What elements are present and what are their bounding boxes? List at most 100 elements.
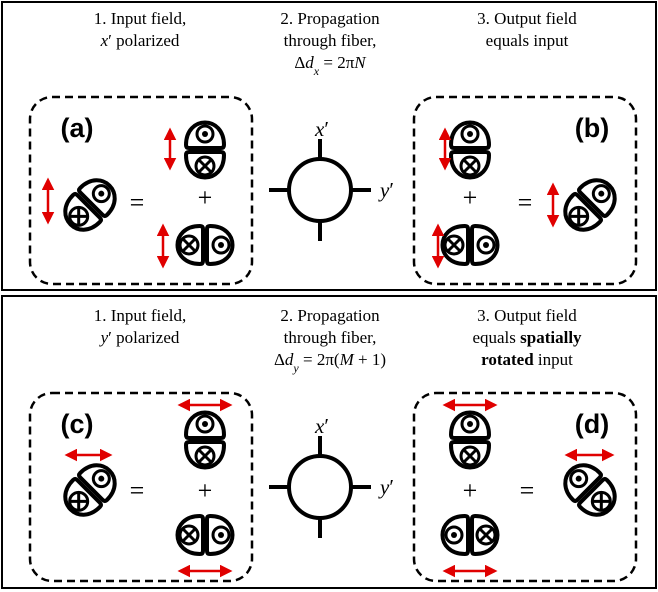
dot: [202, 421, 208, 427]
mode-pair: [178, 516, 233, 554]
text-line: y′: [378, 475, 394, 499]
text-segment: Δ: [294, 53, 305, 72]
fiber-axes: [269, 139, 371, 241]
lobe: [207, 516, 233, 554]
text-line: 3. Output field: [477, 9, 577, 28]
text-line: through fiber,: [284, 328, 377, 347]
dot: [467, 421, 473, 427]
text-segment: ′: [324, 414, 329, 438]
text-segment: 1. Input field,: [94, 306, 187, 325]
fiber-core: [289, 159, 351, 221]
text-line: x′: [314, 414, 329, 438]
text-line: 1. Input field,: [94, 9, 187, 28]
box-label: (d): [575, 409, 609, 439]
lobe: [178, 226, 204, 264]
operator: +: [463, 476, 478, 505]
mode-pair: [557, 457, 623, 523]
box-label: (c): [61, 409, 94, 439]
lobe: [451, 442, 489, 468]
lobe: [186, 152, 224, 178]
text-segment: 2. Propagation: [280, 9, 380, 28]
text-segment: y: [378, 475, 390, 499]
text-line: x′: [314, 117, 329, 141]
text-segment: Δ: [274, 350, 285, 369]
text-segment: + 1): [354, 350, 386, 369]
text-segment: 2. Propagation: [280, 306, 380, 325]
figure: 1. Input field, x′ polarized 2. Propagatio…: [0, 0, 658, 592]
operator: +: [198, 476, 213, 505]
box-label: (b): [575, 113, 609, 143]
dot: [202, 131, 208, 137]
text-line: y′: [378, 178, 394, 202]
text-segment: ′: [389, 475, 394, 499]
operator: =: [520, 476, 535, 505]
mode-pair: [57, 172, 123, 238]
operator: =: [130, 476, 145, 505]
text-segment: 3. Output field: [477, 9, 577, 28]
text-segment: N: [353, 53, 367, 72]
mode-pair: [451, 123, 489, 178]
lobe: [451, 152, 489, 178]
text-line: 3. Output field: [477, 306, 577, 325]
text-line: Δdy = 2π(M + 1): [274, 350, 386, 375]
text-line: rotated input: [481, 350, 573, 369]
lobe: [178, 516, 204, 554]
text-segment: input: [534, 350, 573, 369]
mode-pair: [443, 226, 498, 264]
text-line: x′ polarized: [100, 31, 180, 50]
lobe: [472, 516, 498, 554]
text-segment: 3. Output field: [477, 306, 577, 325]
text-segment: spatially: [520, 328, 582, 347]
text-segment: through fiber,: [284, 328, 377, 347]
lobe: [443, 226, 469, 264]
lobe: [207, 226, 233, 264]
text-segment: ′: [389, 178, 394, 202]
text-segment: y: [378, 178, 390, 202]
dot: [483, 242, 489, 248]
page: {"panels": [ {"steps": [ {"lines": [[{"t…: [0, 0, 658, 592]
text-segment: y: [99, 328, 109, 347]
text-line: 2. Propagation: [280, 9, 380, 28]
operator: =: [518, 188, 533, 217]
lobe: [451, 123, 489, 149]
text-line: equals spatially: [472, 328, 582, 347]
text-segment: 1. Input field,: [94, 9, 187, 28]
text-segment: rotated: [481, 350, 534, 369]
mode-pair: [186, 123, 224, 178]
lobe: [186, 413, 224, 439]
lobe: [186, 123, 224, 149]
mode-pair: [178, 226, 233, 264]
dot: [451, 532, 457, 538]
lobe: [472, 226, 498, 264]
text-line: 1. Input field,: [94, 306, 187, 325]
text-segment: = 2π: [319, 53, 355, 72]
text-segment: M: [339, 350, 355, 369]
fiber-axes: [269, 436, 371, 538]
text-segment: = 2π(: [299, 350, 340, 369]
dot: [467, 131, 473, 137]
lobe: [451, 413, 489, 439]
mode-pair: [451, 413, 489, 468]
text-line: Δdx = 2πN: [294, 53, 367, 78]
lobe: [186, 442, 224, 468]
mode-pair: [57, 457, 123, 523]
text-line: equals input: [486, 31, 569, 50]
text-segment: equals: [472, 328, 520, 347]
text-segment: through fiber,: [284, 31, 377, 50]
mode-pair: [186, 413, 224, 468]
operator: +: [463, 183, 478, 212]
fiber-core: [289, 456, 351, 518]
text-segment: ′: [324, 117, 329, 141]
mode-pair: [443, 516, 498, 554]
text-segment: equals input: [486, 31, 569, 50]
text-segment: ′ polarized: [108, 328, 180, 347]
text-segment: ′ polarized: [108, 31, 180, 50]
operator: +: [198, 183, 213, 212]
box-label: (a): [61, 113, 94, 143]
mode-pair: [557, 172, 623, 238]
dot: [218, 242, 224, 248]
text-line: y′ polarized: [99, 328, 180, 347]
text-line: 2. Propagation: [280, 306, 380, 325]
operator: =: [130, 188, 145, 217]
text-line: through fiber,: [284, 31, 377, 50]
